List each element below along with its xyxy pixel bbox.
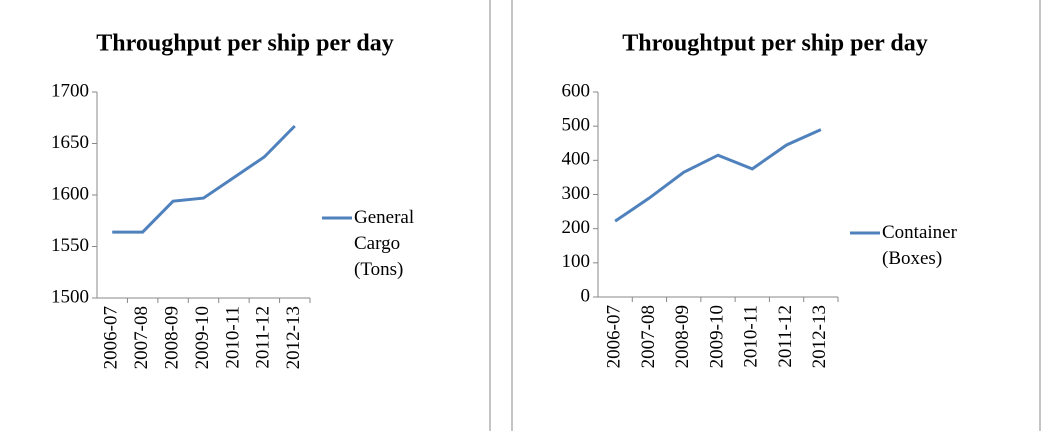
y-tick-label: 1550 [51,235,89,256]
chart-title: Throughput per ship per day [96,31,393,57]
x-tick-label: 2012-13 [809,305,830,368]
y-tick-label: 1500 [51,286,89,307]
y-tick-label: 200 [562,217,591,238]
x-tick-label: 2007-08 [131,306,152,369]
x-tick-label: 2006-07 [101,306,122,369]
chart-title: Throughtput per ship per day [622,31,927,57]
data-line [112,124,296,234]
y-tick-label: 100 [562,251,591,272]
x-tick-label: 2012-13 [283,306,304,369]
y-tick-label: 600 [562,80,591,101]
y-tick-label: 500 [562,115,591,136]
x-tick-label: 2010-11 [741,305,762,368]
x-tick-label: 2010-11 [222,306,243,369]
data-line [614,128,822,223]
x-tick-label: 2006-07 [604,305,625,368]
y-tick-label: 400 [562,149,591,170]
x-tick-label: 2011-12 [253,306,274,369]
y-tick-label: 1600 [51,183,89,204]
legend-entry: Container (Boxes) [882,222,957,269]
y-tick-label: 1700 [51,80,89,101]
x-tick-label: 2008-09 [672,305,693,368]
x-tick-label: 2011-12 [775,305,796,368]
x-tick-label: 2009-10 [706,305,727,368]
y-tick-label: 300 [562,183,591,204]
legend-entry: General Cargo (Tons) [354,207,415,280]
x-tick-label: 2009-10 [192,306,213,369]
x-tick-label: 2008-09 [161,306,182,369]
y-tick-label: 0 [581,285,591,306]
x-tick-label: 2007-08 [638,305,659,368]
y-tick-label: 1650 [51,132,89,153]
